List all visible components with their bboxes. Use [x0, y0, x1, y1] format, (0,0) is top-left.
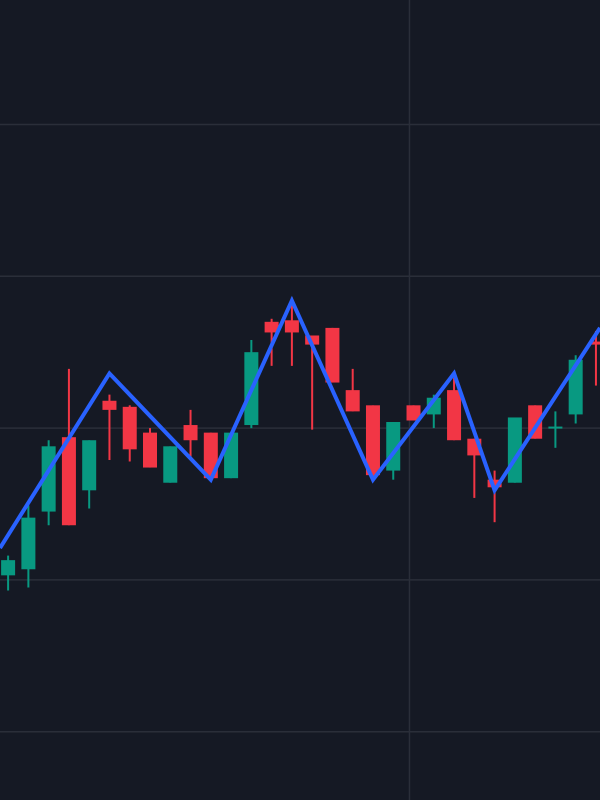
candle-body: [284, 320, 299, 333]
candle-body: [122, 406, 137, 450]
candle-body: [487, 479, 502, 488]
candle-body: [61, 437, 76, 526]
candle-body: [325, 327, 340, 383]
candle-body: [406, 405, 421, 421]
candle-body: [305, 335, 320, 345]
candle-body: [203, 432, 218, 479]
candle-body: [264, 321, 279, 333]
candle-body: [102, 400, 117, 410]
candle-body: [183, 425, 198, 441]
candle-body: [1, 560, 16, 576]
candle-body: [588, 341, 600, 345]
candle-body: [163, 446, 178, 483]
zigzag-line: [0, 295, 600, 550]
candle-body: [82, 440, 97, 491]
candle-body: [548, 426, 563, 429]
candle-body: [143, 432, 157, 468]
candle-body: [365, 405, 380, 476]
candle-body: [345, 390, 360, 412]
candle-body: [21, 517, 36, 570]
candle-body: [447, 390, 462, 441]
